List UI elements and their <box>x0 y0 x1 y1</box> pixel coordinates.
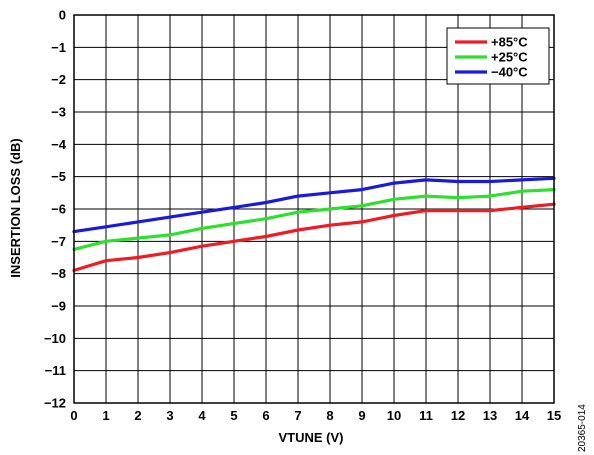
x-tick-label: 9 <box>358 408 365 423</box>
series-line-1 <box>72 188 556 251</box>
x-tick-label: 0 <box>70 408 77 423</box>
y-tick-label: −10 <box>44 331 66 346</box>
x-tick-label: 1 <box>102 408 109 423</box>
y-tick-label: −9 <box>51 299 66 314</box>
y-tick-label: −8 <box>51 266 66 281</box>
x-tick-label: 2 <box>134 408 141 423</box>
x-tick-label: 3 <box>166 408 173 423</box>
y-tick-label: −1 <box>51 40 66 55</box>
series-lines <box>72 176 556 272</box>
x-tick-label: 15 <box>547 408 561 423</box>
y-tick-labels: 0 −1 −2 −3 −4 −5 −6 −7 −8 −9 −10 −11 −12 <box>44 8 67 411</box>
x-tick-labels: 0 1 2 3 4 5 6 7 8 9 10 11 12 13 14 15 <box>70 408 561 423</box>
legend-label: +25°C <box>491 50 528 65</box>
series-line-2 <box>72 176 556 234</box>
x-tick-label: 4 <box>198 408 206 423</box>
x-tick-label: 8 <box>326 408 333 423</box>
y-tick-label: −5 <box>51 169 66 184</box>
x-tick-label: 5 <box>230 408 237 423</box>
figure-id: 20365-014 <box>577 404 588 452</box>
legend-label: −40°C <box>491 65 528 80</box>
x-tick-label: 6 <box>262 408 269 423</box>
y-tick-label: −7 <box>51 234 66 249</box>
x-tick-label: 11 <box>419 408 433 423</box>
x-tick-label: 13 <box>483 408 497 423</box>
legend-label: +85°C <box>491 35 528 50</box>
plot-frame <box>73 14 555 404</box>
series-line-0 <box>72 202 556 272</box>
plot-border <box>73 14 555 404</box>
y-tick-label: −4 <box>51 137 67 152</box>
y-tick-label: 0 <box>59 8 66 23</box>
x-tick-label: 10 <box>387 408 401 423</box>
y-tick-label: −3 <box>51 105 66 120</box>
y-tick-label: −6 <box>51 202 66 217</box>
y-axis-title: INSERTION LOSS (dB) <box>8 138 23 277</box>
y-tick-label: −11 <box>45 363 66 378</box>
x-tick-label: 12 <box>451 408 465 423</box>
legend: +85°C+25°C−40°C <box>446 27 550 85</box>
x-tick-label: 14 <box>515 408 530 423</box>
y-tick-label: −2 <box>51 72 66 87</box>
x-axis-title: VTUNE (V) <box>279 430 344 445</box>
x-tick-label: 7 <box>294 408 301 423</box>
y-tick-label: −12 <box>44 396 66 411</box>
